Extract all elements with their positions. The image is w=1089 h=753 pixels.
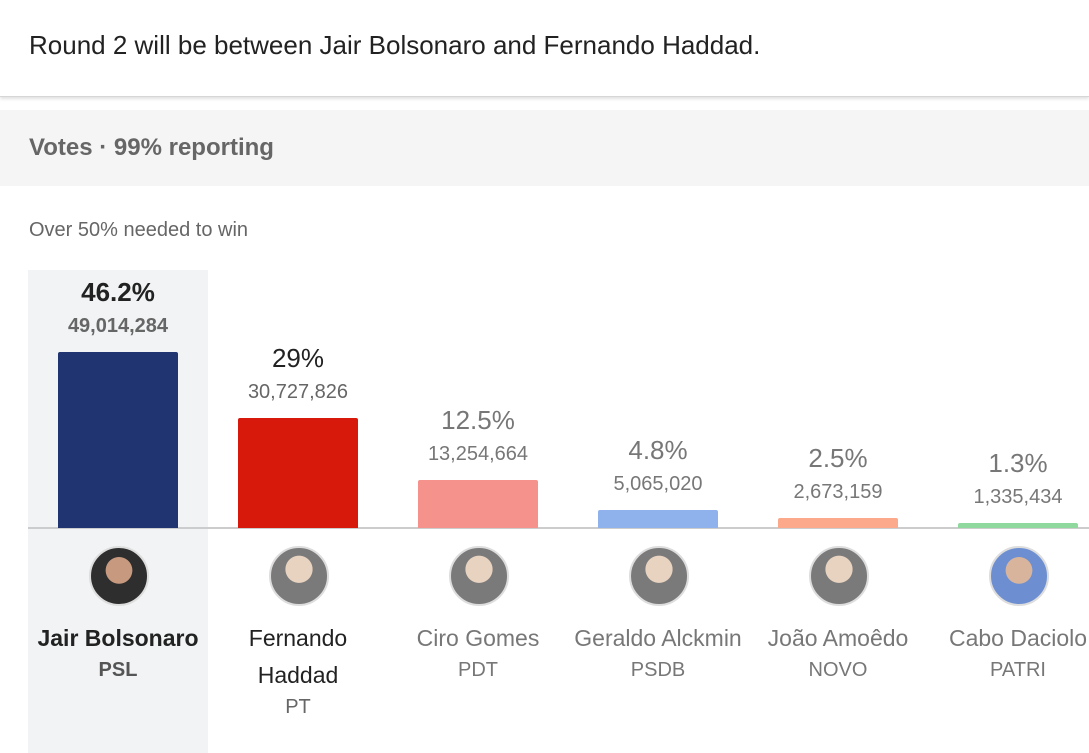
bar <box>418 480 538 528</box>
chart-title: Votes · 99% reporting <box>29 134 274 161</box>
candidate: 2,673,159 2.5% João Amoêdo NOVO <box>748 0 928 753</box>
annotation: Over 50% needed to win <box>29 219 249 241</box>
party: PT <box>285 696 311 718</box>
vote-count: 5,065,020 <box>613 472 703 495</box>
bar <box>238 417 358 528</box>
percent-label: 12.5% <box>441 405 515 436</box>
avatar <box>269 546 329 606</box>
candidate: 30,727,826 29% Fernando Haddad PT <box>208 0 388 753</box>
candidate-name: Jair Bolsonaro <box>37 625 199 651</box>
party: NOVO <box>808 659 868 681</box>
bar <box>778 518 898 528</box>
party: PATRI <box>990 659 1046 681</box>
candidate: 13,254,664 12.5% Ciro Gomes PDT <box>388 0 568 753</box>
candidate-name: João Amoêdo <box>767 625 909 651</box>
section-band: Votes · 99% reporting <box>0 110 1089 186</box>
bar <box>958 523 1078 528</box>
avatar <box>809 546 869 606</box>
candidate-name: Ciro Gomes <box>416 625 540 651</box>
candidate-name: Cabo Daciolo <box>948 625 1088 651</box>
candidate: 5,065,020 4.8% Geraldo Alckmin PSDB <box>568 0 748 753</box>
avatar <box>89 546 149 606</box>
party: PSDB <box>630 659 686 681</box>
baseline <box>28 527 1089 529</box>
avatar <box>449 546 509 606</box>
vote-count: 30,727,826 <box>247 380 349 403</box>
vote-count: 2,673,159 <box>793 481 883 504</box>
candidate-name: Geraldo Alckmin <box>574 625 742 651</box>
candidate: 1,335,434 1.3% Cabo Daciolo PATRI <box>928 0 1089 753</box>
avatar <box>629 546 689 606</box>
avatar <box>989 546 1049 606</box>
candidate: 49,014,284 46.2% Jair Bolsonaro PSL <box>28 0 208 753</box>
percent-label: 4.8% <box>628 434 688 465</box>
percent-label: 46.2% <box>81 277 155 307</box>
header-text: Round 2 will be between Jair Bolsonaro a… <box>29 30 761 60</box>
vote-count: 49,014,284 <box>67 315 169 337</box>
party: PDT <box>458 659 498 681</box>
header: Round 2 will be between Jair Bolsonaro a… <box>0 0 1089 97</box>
bar <box>58 352 178 528</box>
percent-label: 1.3% <box>988 448 1048 479</box>
bar <box>598 509 718 528</box>
vote-count: 13,254,664 <box>427 443 529 466</box>
vote-count: 1,335,434 <box>973 486 1063 509</box>
candidate-name: Fernando Haddad <box>248 625 348 688</box>
party: PSL <box>98 659 138 681</box>
percent-label: 2.5% <box>808 443 868 474</box>
percent-label: 29% <box>271 342 325 373</box>
